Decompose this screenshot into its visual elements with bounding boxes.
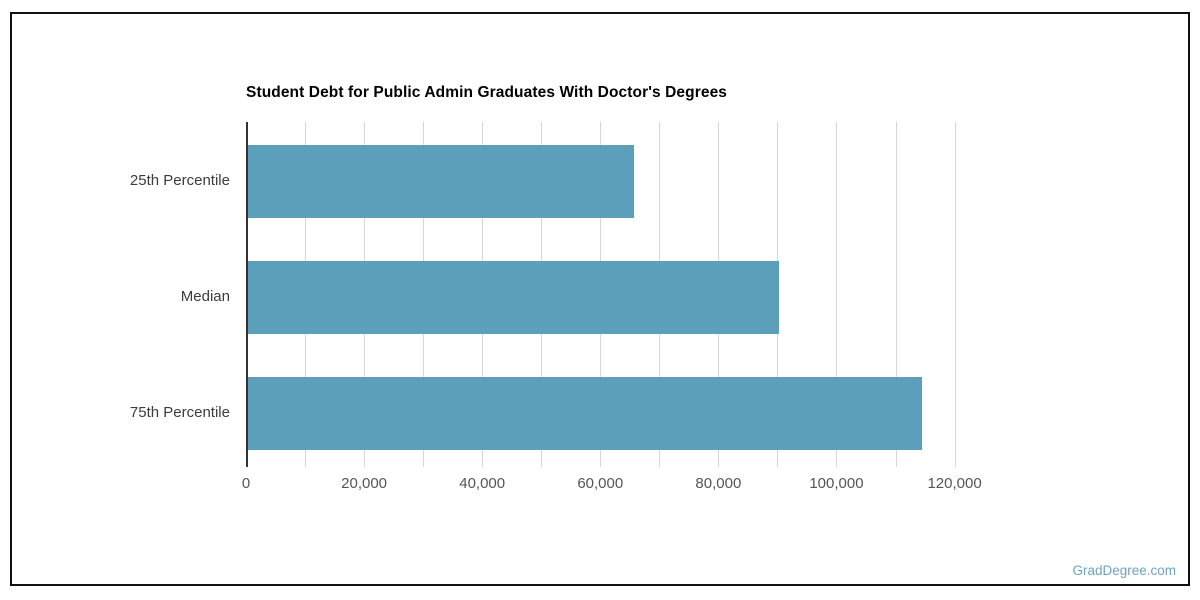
bar-median[interactable] [248,261,780,334]
x-tick-label-40000: 40,000 [459,475,506,492]
gridline-120000 [954,122,956,467]
chart-card: Student Debt for Public Admin Graduates … [10,12,1190,586]
x-tick-label-80000: 80,000 [695,475,742,492]
y-axis-line [246,122,248,467]
gridline-110000 [895,122,897,467]
x-tick-label-100000: 100,000 [809,475,864,492]
bar-25th-percentile[interactable] [248,145,634,218]
category-label-median: Median [180,288,230,305]
x-tick-label-0: 0 [241,475,251,492]
x-tick-label-20000: 20,000 [341,475,388,492]
gridline-100000 [836,122,838,467]
category-label-25th-percentile: 25th Percentile [129,172,230,189]
chart-title: Student Debt for Public Admin Graduates … [246,84,728,101]
x-tick-label-120000: 120,000 [927,475,982,492]
x-tick-label-60000: 60,000 [577,475,624,492]
watermark-link[interactable]: GradDegree.com [1072,563,1176,578]
bar-75th-percentile[interactable] [248,377,923,450]
plot-area: 25th Percentile Median 75th Percentile 0 20… [130,122,990,492]
category-label-75th-percentile: 75th Percentile [129,404,230,421]
